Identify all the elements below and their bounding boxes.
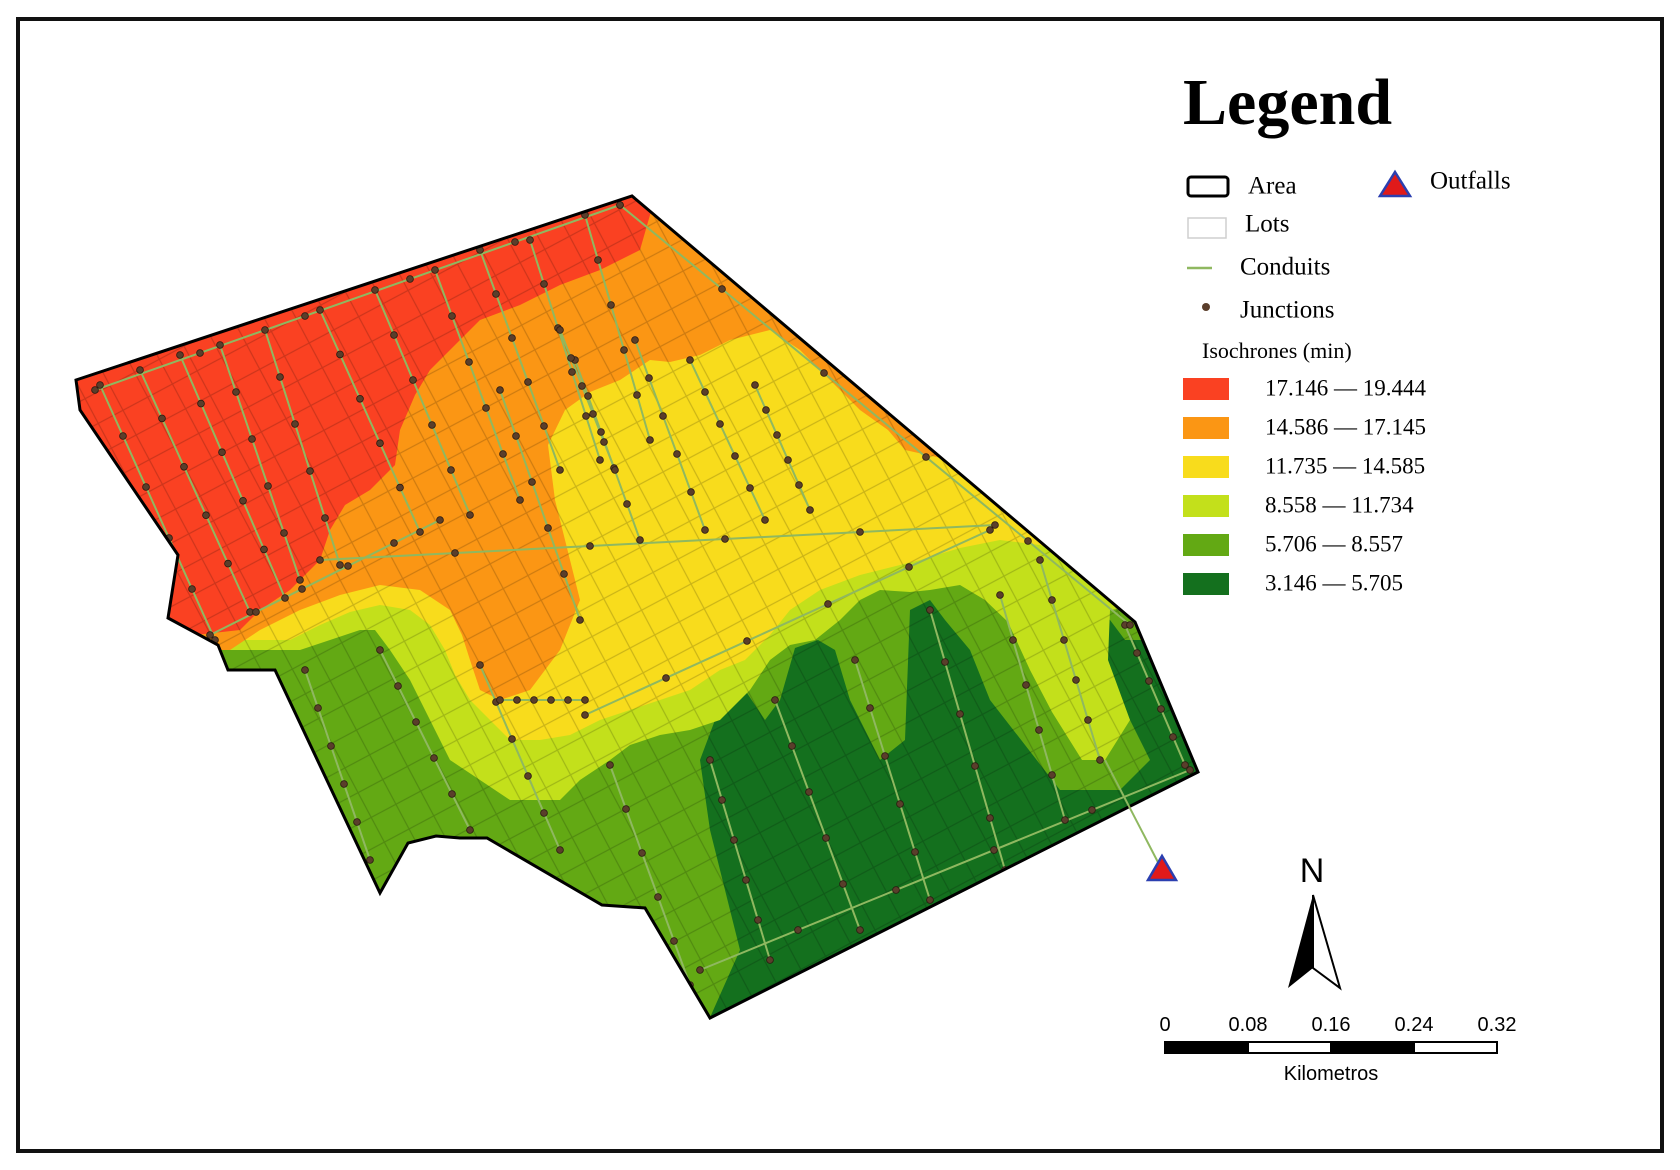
- scale-segment-1: [1164, 1041, 1249, 1054]
- junctions-layer: [91, 201, 1194, 989]
- legend-item-outfalls: Outfalls: [1430, 168, 1511, 195]
- legend-title: Legend: [1183, 66, 1392, 139]
- legend-item-junctions: Junctions: [1240, 297, 1334, 324]
- isochrone-swatch-4: [1183, 495, 1229, 517]
- outfall-conduit: [1104, 759, 1163, 871]
- north-arrow: N: [1288, 852, 1342, 991]
- isochrone-classes: 17.146 — 19.444 14.586 — 17.145 11.735 — 1…: [1183, 375, 1427, 595]
- figure-border: [16, 17, 1664, 1153]
- legend-item-area: Area: [1248, 173, 1297, 200]
- outfall-marker: [1145, 853, 1179, 882]
- lots-swatch: [1187, 217, 1227, 239]
- north-arrow-left-half: [1288, 895, 1313, 988]
- north-arrow-right-half: [1312, 894, 1342, 991]
- isochrone-swatch-5: [1183, 534, 1229, 556]
- isochrone-label-2: 14.586 — 17.145: [1265, 414, 1426, 439]
- isochrone-label-4: 8.558 — 11.734: [1265, 492, 1414, 517]
- scale-bar: 0 0.08 0.16 0.24 0.32 Kilometros: [1159, 1014, 1516, 1085]
- scale-tick-0: 0: [1159, 1014, 1170, 1036]
- area-swatch: [1186, 175, 1230, 198]
- legend-item-lots: Lots: [1245, 211, 1289, 238]
- isochrone-swatch-3: [1183, 456, 1229, 478]
- outfall-icon: [1377, 169, 1413, 198]
- north-label: N: [1300, 852, 1325, 890]
- legend: Legend Area Outfalls Lots Conduits Junct…: [1183, 66, 1511, 595]
- conduits-layer: [94, 204, 1191, 986]
- scale-tick-4: 0.32: [1478, 1014, 1517, 1036]
- scale-segment-2: [1247, 1041, 1332, 1054]
- isochrone-label-1: 17.146 — 19.444: [1265, 375, 1427, 400]
- scale-segment-3: [1330, 1041, 1415, 1054]
- scale-tick-1: 0.08: [1229, 1014, 1268, 1036]
- junction-swatch: [1202, 303, 1210, 311]
- isochrone-label-6: 3.146 — 5.705: [1265, 570, 1403, 595]
- isochrone-label-5: 5.706 — 8.557: [1265, 531, 1403, 556]
- isochrone-swatch-2: [1183, 417, 1229, 439]
- scale-unit: Kilometros: [1284, 1063, 1378, 1085]
- study-area-boundary: [74, 194, 1200, 1020]
- isochrone-label-3: 11.735 — 14.585: [1265, 453, 1425, 478]
- scale-tick-2: 0.16: [1312, 1014, 1351, 1036]
- scale-segment-4: [1413, 1041, 1498, 1054]
- study-area-map: [74, 194, 1200, 1020]
- isochrone-swatch-1: [1183, 378, 1229, 400]
- legend-item-conduits: Conduits: [1240, 254, 1330, 281]
- scale-tick-3: 0.24: [1395, 1014, 1434, 1036]
- lots-layer: [76, 196, 1198, 1018]
- isochrone-swatch-6: [1183, 573, 1229, 595]
- isochrones-title: Isochrones (min): [1202, 338, 1352, 363]
